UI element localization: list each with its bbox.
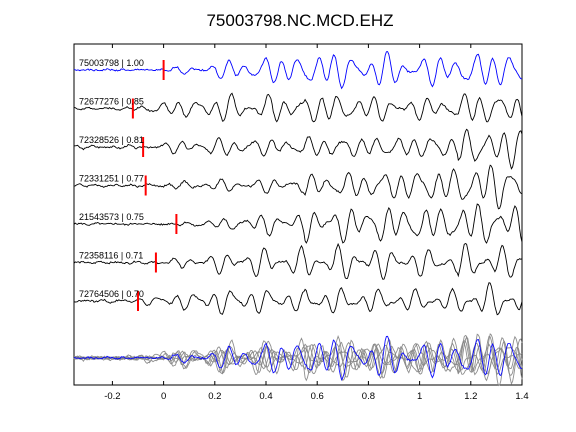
trace-line (73, 51, 523, 90)
trace-line (73, 128, 523, 170)
traces-group: 75003798 | 1.00 72677276 | 0.85 72328526 |… (73, 51, 523, 316)
overlay-stack (73, 333, 523, 387)
chart-title: 75003798.NC.MCD.EHZ (206, 11, 393, 30)
overlay-trace (73, 339, 523, 375)
plot-frame (73, 43, 523, 386)
x-tick-label: 0 (161, 391, 166, 402)
x-tick-label: -0.2 (104, 391, 120, 402)
overlay-trace (73, 335, 523, 381)
x-tick-label: 0.2 (208, 391, 221, 402)
trace-label: 72331251 | 0.77 (79, 174, 144, 184)
x-tick-label: 1.4 (515, 391, 528, 402)
trace-line (73, 282, 523, 316)
x-tick-label: 0.8 (362, 391, 375, 402)
trace-label: 72358116 | 0.71 (79, 251, 143, 261)
trace-line (73, 203, 523, 244)
overlay-trace (73, 333, 523, 387)
x-tick-label: 0.4 (259, 391, 272, 402)
trace-line (73, 242, 523, 280)
trace-line (73, 164, 523, 210)
trace-label: 75003798 | 1.00 (79, 58, 144, 68)
x-axis-ticks: -0.2 0 0.2 0.4 0.6 0.8 1 1.2 1.4 (104, 44, 529, 402)
trace-label: 72677276 | 0.85 (79, 97, 144, 107)
x-tick-label: 1 (417, 391, 422, 402)
x-tick-label: 0.6 (311, 391, 324, 402)
trace-line (73, 92, 523, 123)
trace-label: 21543573 | 0.75 (79, 212, 144, 222)
trace-label: 72764506 | 0.70 (79, 289, 144, 299)
overlay-trace (73, 336, 523, 385)
trace-label: 72328526 | 0.81 (79, 135, 144, 145)
x-tick-label: 1.2 (464, 391, 477, 402)
